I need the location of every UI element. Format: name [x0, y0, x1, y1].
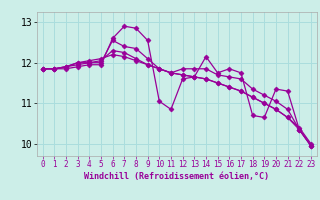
X-axis label: Windchill (Refroidissement éolien,°C): Windchill (Refroidissement éolien,°C) [84, 172, 269, 181]
